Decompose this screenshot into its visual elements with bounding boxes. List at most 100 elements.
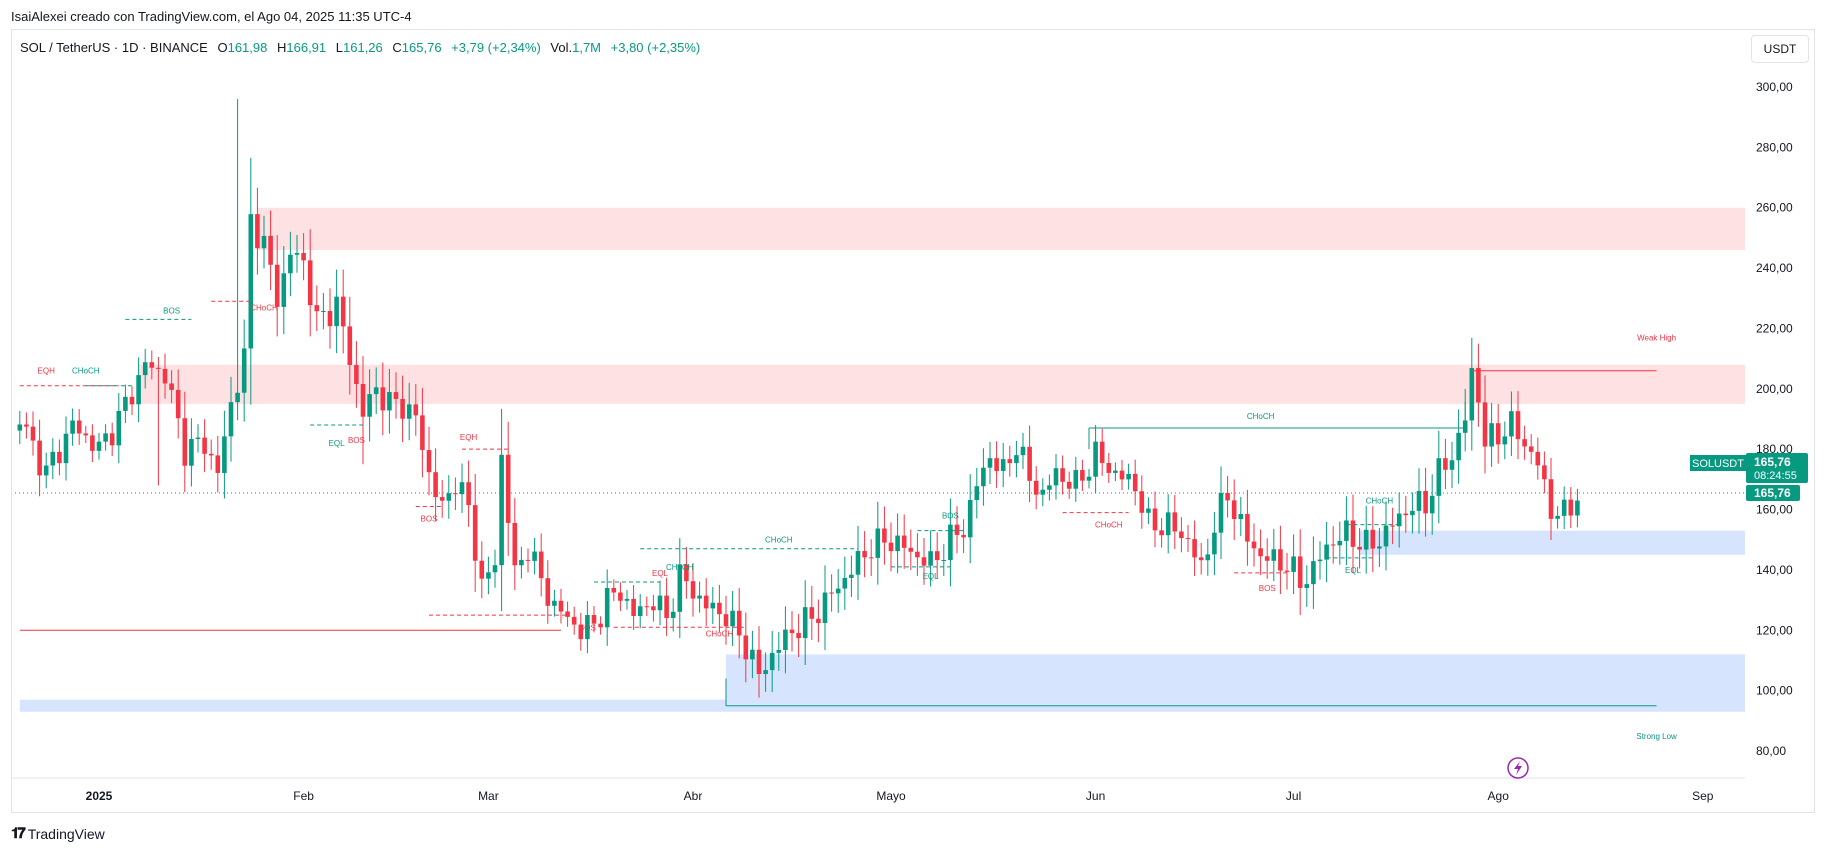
candle-body [83,433,89,436]
candle-body [512,522,518,566]
y-tick-label: 240,00 [1756,261,1793,275]
structure-label: Weak High [1637,334,1676,343]
candle [1126,463,1131,490]
candle-body [1363,529,1369,550]
candle [868,539,874,577]
candle-body [1482,402,1488,447]
candle-body [472,505,478,561]
candle-body [1423,491,1428,514]
candle-body [1561,499,1567,516]
candle-body [406,404,412,419]
candle [70,408,75,446]
candle [1271,528,1277,582]
candle [842,556,848,610]
structure-label: CHoCH [1366,497,1394,506]
candle [1212,511,1217,576]
candle [1106,452,1112,483]
candle [750,630,755,679]
candle [1053,453,1059,500]
candle-body [479,560,485,579]
high-value: 166,91 [286,40,327,55]
candle-body [1060,468,1065,482]
candle-body [994,458,999,471]
candle [281,246,287,335]
candle-body [1139,491,1145,513]
candle-body [1542,465,1547,480]
candle [644,596,650,617]
candle [967,474,973,564]
candle [327,288,333,349]
tradingview-brand: TradingView [27,825,105,842]
candle [1231,479,1237,540]
candle [426,426,432,496]
candle [552,589,557,617]
currency-button[interactable]: USDT [1751,35,1809,63]
lightning-icon[interactable] [1507,757,1529,779]
candle-body [981,467,986,487]
candle-body [1390,525,1395,527]
candle-body [1370,529,1376,549]
candle-body [57,451,62,464]
candle-body [571,616,577,625]
candle [1165,494,1171,554]
candle [875,501,881,585]
candle-body [677,564,683,612]
candle-body [103,433,108,442]
candle [274,235,280,337]
candle-body [248,214,254,349]
candle [1350,494,1356,573]
candle [578,612,584,651]
countdown-tag: 08:24:55 [1754,470,1797,482]
candle [50,438,56,480]
candle-body [703,595,709,609]
candle-body [1575,500,1580,516]
x-tick-label: 2025 [86,789,113,803]
change-value: +3,79 (+2,34%) [451,40,541,55]
candle-body [1192,539,1197,558]
candle-body [1535,451,1541,466]
candle-body [129,396,135,405]
candle [1245,489,1250,566]
x-tick-label: Mayo [876,789,906,803]
candle [743,612,749,683]
candle-body [1033,480,1039,495]
candle [604,569,610,646]
candle-body [1357,546,1362,550]
candle [677,538,683,639]
candle [1185,525,1191,553]
candle [466,460,471,527]
candle [981,448,986,506]
candle [565,601,570,627]
candle-body [63,433,69,464]
candle-body [908,547,914,552]
candle-body [1264,556,1270,561]
y-tick-label: 260,00 [1756,201,1793,215]
candle [96,432,102,460]
candle-body [486,572,491,579]
author-line: IsaiAlexei creado con TradingView.com, e… [11,9,412,24]
candle-body [354,364,359,385]
candle [723,595,729,645]
volume-value: 1,7M [572,40,602,55]
candle-body [545,578,551,606]
symbol-name[interactable]: SOL / TetherUS · 1D · BINANCE [20,40,208,55]
candle [222,410,227,499]
candle [525,548,531,573]
tradingview-logo[interactable]: 𝟏𝟕 TradingView [11,825,105,842]
candle [241,319,247,422]
candle-body [182,418,188,466]
candle [849,555,854,597]
supply-zone-0 [257,207,1745,250]
candle-body [736,610,742,636]
candle [941,544,947,577]
candle [1324,521,1329,583]
candle-body [1172,512,1178,532]
symbol-tag-bg [1690,455,1746,471]
candle-body [1350,520,1356,547]
candle-body [413,404,419,416]
candle [915,533,920,576]
structure-label: CHoCH [1247,412,1275,421]
candle-body [664,595,669,618]
low-label: L [335,40,343,55]
